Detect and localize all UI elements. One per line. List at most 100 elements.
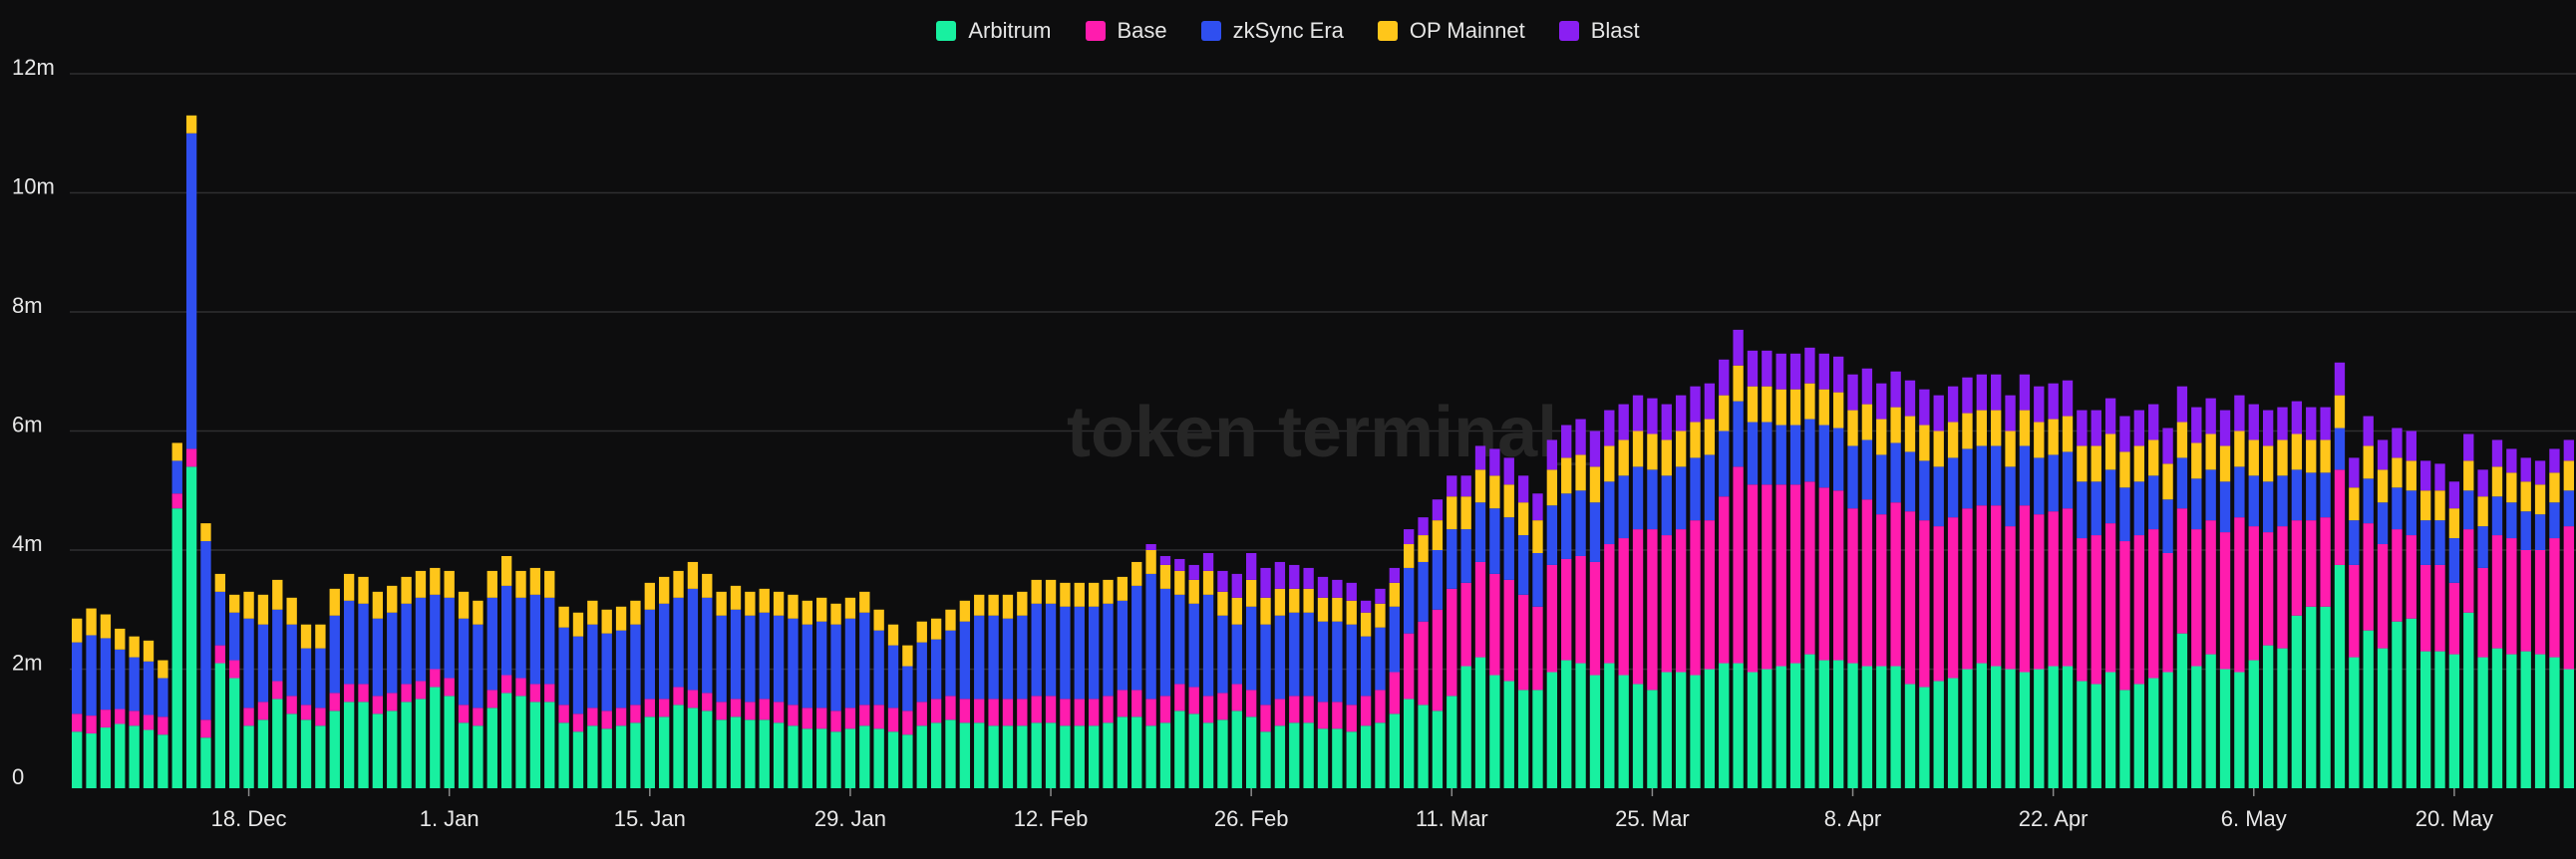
bar-stack[interactable] <box>415 570 427 789</box>
bar-stack[interactable] <box>129 636 140 788</box>
bar-stack[interactable] <box>115 628 126 788</box>
bar-stack[interactable] <box>257 594 269 788</box>
bar-stack[interactable] <box>2463 433 2474 788</box>
bar-stack[interactable] <box>2448 481 2460 788</box>
bar-stack[interactable] <box>2291 401 2303 788</box>
bar-stack[interactable] <box>143 640 155 788</box>
bar-stack[interactable] <box>974 594 985 788</box>
bar-stack[interactable] <box>2363 416 2374 788</box>
bar-stack[interactable] <box>1418 517 1429 788</box>
bar-stack[interactable] <box>2349 457 2360 788</box>
bar-stack[interactable] <box>959 600 971 788</box>
bar-stack[interactable] <box>185 115 197 788</box>
bar-stack[interactable] <box>1231 573 1242 788</box>
bar-stack[interactable] <box>2262 410 2274 788</box>
bar-stack[interactable] <box>2563 439 2574 788</box>
bar-stack[interactable] <box>473 600 483 788</box>
bar-stack[interactable] <box>529 567 541 788</box>
bar-stack[interactable] <box>1332 579 1343 788</box>
bar-stack[interactable] <box>1775 353 1786 788</box>
bar-stack[interactable] <box>572 612 584 788</box>
bar-stack[interactable] <box>716 591 727 788</box>
bar-stack[interactable] <box>945 609 956 788</box>
bar-stack[interactable] <box>1002 594 1014 788</box>
bar-stack[interactable] <box>2534 460 2546 788</box>
bar-stack[interactable] <box>2520 457 2531 788</box>
bar-stack[interactable] <box>1661 404 1672 788</box>
bar-stack[interactable] <box>2477 469 2488 788</box>
bar-stack[interactable] <box>2248 404 2259 788</box>
bar-stack[interactable] <box>1832 356 1844 788</box>
bar-stack[interactable] <box>358 576 369 788</box>
legend-item-base[interactable]: Base <box>1085 18 1167 44</box>
bar-stack[interactable] <box>100 614 112 788</box>
bar-stack[interactable] <box>315 624 326 788</box>
bar-stack[interactable] <box>1317 576 1329 788</box>
bar-stack[interactable] <box>1962 377 1973 788</box>
bar-stack[interactable] <box>2034 386 2045 788</box>
bar-stack[interactable] <box>2148 404 2159 788</box>
bar-stack[interactable] <box>515 570 526 788</box>
bar-stack[interactable] <box>2419 460 2431 788</box>
bar-stack[interactable] <box>1117 576 1128 788</box>
bar-stack[interactable] <box>1088 582 1100 788</box>
bar-stack[interactable] <box>844 597 856 788</box>
bar-stack[interactable] <box>1174 558 1185 788</box>
legend-item-zksync-era[interactable]: zkSync Era <box>1200 18 1344 44</box>
bar-stack[interactable] <box>229 594 240 788</box>
bar-stack[interactable] <box>659 576 670 788</box>
bar-stack[interactable] <box>2019 374 2031 788</box>
bar-stack[interactable] <box>2205 398 2216 788</box>
bar-stack[interactable] <box>72 618 83 788</box>
bar-stack[interactable] <box>1991 374 2002 788</box>
bar-stack[interactable] <box>286 597 297 788</box>
bar-stack[interactable] <box>745 591 756 788</box>
bar-stack[interactable] <box>1589 430 1601 789</box>
bar-stack[interactable] <box>2104 398 2116 788</box>
bar-stack[interactable] <box>1904 380 1916 788</box>
bar-stack[interactable] <box>2191 407 2202 788</box>
bar-stack[interactable] <box>1131 561 1142 788</box>
bar-stack[interactable] <box>2334 362 2346 788</box>
bar-stack[interactable] <box>1704 383 1716 788</box>
bar-stack[interactable] <box>2176 386 2188 788</box>
bar-stack[interactable] <box>702 573 713 788</box>
bar-stack[interactable] <box>1460 475 1471 788</box>
bar-stack[interactable] <box>2005 395 2016 788</box>
bar-stack[interactable] <box>1561 425 1572 788</box>
bar-stack[interactable] <box>1546 439 1558 788</box>
bar-stack[interactable] <box>1789 353 1801 788</box>
bar-stack[interactable] <box>1733 329 1744 788</box>
bar-stack[interactable] <box>558 606 569 788</box>
bar-stack[interactable] <box>1532 493 1543 788</box>
bar-stack[interactable] <box>1274 561 1286 788</box>
bar-stack[interactable] <box>2392 428 2403 788</box>
bar-stack[interactable] <box>1346 582 1357 788</box>
bar-stack[interactable] <box>2219 410 2231 788</box>
bar-stack[interactable] <box>1919 389 1930 788</box>
legend-item-op-mainnet[interactable]: OP Mainnet <box>1377 18 1525 44</box>
bar-stack[interactable] <box>687 561 699 788</box>
bar-stack[interactable] <box>2320 407 2331 788</box>
bar-stack[interactable] <box>2119 416 2130 788</box>
bar-stack[interactable] <box>1947 386 1959 788</box>
bar-stack[interactable] <box>544 570 555 788</box>
bar-stack[interactable] <box>2133 410 2145 788</box>
bar-stack[interactable] <box>615 606 627 788</box>
bar-stack[interactable] <box>1976 374 1987 788</box>
bar-stack[interactable] <box>1389 567 1400 788</box>
bar-stack[interactable] <box>1202 552 1214 788</box>
bar-stack[interactable] <box>1503 457 1514 788</box>
bar-stack[interactable] <box>759 588 770 788</box>
bar-stack[interactable] <box>788 594 799 788</box>
bar-stack[interactable] <box>1289 564 1300 788</box>
bar-stack[interactable] <box>1188 564 1199 788</box>
bar-stack[interactable] <box>214 573 226 788</box>
bar-stack[interactable] <box>773 591 785 788</box>
bar-stack[interactable] <box>486 570 497 788</box>
bar-stack[interactable] <box>1360 600 1372 788</box>
bar-stack[interactable] <box>1017 591 1028 788</box>
bar-stack[interactable] <box>730 585 742 788</box>
legend-item-arbitrum[interactable]: Arbitrum <box>936 18 1052 44</box>
bar-stack[interactable] <box>1818 353 1829 788</box>
